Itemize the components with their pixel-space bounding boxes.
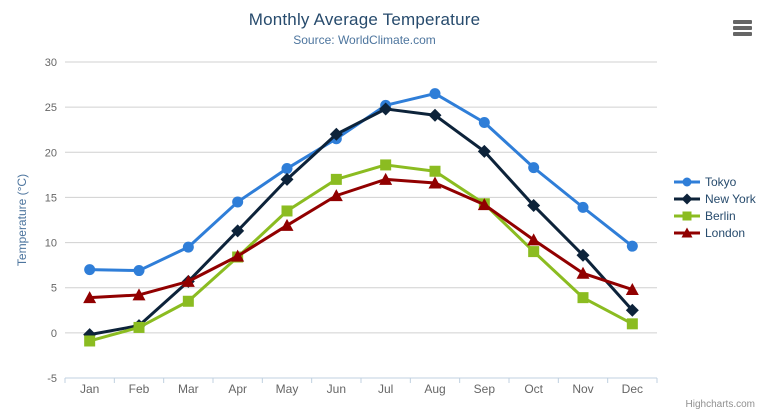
marker-london-may[interactable] (280, 218, 294, 231)
x-axis-label-jun: Jun (327, 382, 346, 396)
export-menu-button[interactable] (733, 20, 752, 36)
marker-tokyo-sep[interactable] (478, 116, 490, 128)
x-axis-label-jul: Jul (378, 382, 393, 396)
marker-new-york-jun[interactable] (329, 127, 343, 141)
marker-tokyo-jan[interactable] (84, 264, 96, 276)
y-axis-label-25: 25 (45, 102, 57, 114)
triangle-legend-icon (674, 227, 700, 237)
diamond-icon[interactable] (681, 193, 693, 204)
hamburger-icon (733, 32, 752, 36)
y-axis-label-5: 5 (51, 283, 57, 295)
legend-item-berlin[interactable]: Berlin (674, 208, 756, 223)
marker-berlin-feb[interactable] (133, 321, 145, 333)
circle-icon[interactable] (682, 177, 692, 186)
marker-london-sep[interactable] (477, 198, 491, 211)
y-axis-title: Temperature (°C) (15, 174, 29, 266)
marker-tokyo-oct[interactable] (528, 162, 540, 174)
marker-london-aug[interactable] (428, 176, 442, 189)
x-axis-label-dec: Dec (622, 382, 643, 396)
hamburger-icon (733, 26, 752, 30)
x-axis-label-oct: Oct (524, 382, 543, 396)
marker-london-mar[interactable] (181, 274, 195, 287)
legend-label: Tokyo (705, 174, 737, 189)
square-icon[interactable] (682, 211, 692, 220)
legend-item-tokyo[interactable]: Tokyo (674, 174, 756, 189)
y-axis-label-15: 15 (45, 192, 57, 204)
circle-legend-icon (674, 177, 700, 186)
marker-london-oct[interactable] (527, 233, 541, 246)
square-legend-icon (674, 211, 700, 220)
x-axis-label-mar: Mar (178, 382, 199, 396)
marker-london-dec[interactable] (625, 283, 639, 296)
series-tokyo (84, 88, 638, 277)
x-axis-label-feb: Feb (129, 382, 150, 396)
marker-tokyo-dec[interactable] (626, 240, 638, 252)
marker-tokyo-may[interactable] (281, 163, 293, 175)
series-line-berlin[interactable] (88, 163, 634, 343)
marker-new-york-aug[interactable] (428, 108, 442, 122)
marker-berlin-oct[interactable] (528, 246, 540, 258)
marker-london-jul[interactable] (379, 172, 393, 185)
marker-new-york-nov[interactable] (576, 248, 590, 262)
marker-tokyo-nov[interactable] (577, 201, 589, 213)
marker-tokyo-aug[interactable] (429, 88, 441, 100)
marker-new-york-jul[interactable] (379, 102, 393, 116)
legend-label: Berlin (705, 208, 736, 223)
y-axis-label-0: 0 (51, 328, 57, 340)
marker-berlin-dec[interactable] (626, 318, 638, 330)
chart-title: Monthly Average Temperature (248, 10, 481, 29)
y-axis-label-20: 20 (45, 147, 57, 159)
marker-new-york-sep[interactable] (477, 144, 491, 158)
marker-new-york-oct[interactable] (527, 199, 541, 213)
marker-london-apr[interactable] (231, 249, 245, 262)
marker-london-jan[interactable] (83, 291, 97, 304)
marker-tokyo-mar[interactable] (182, 241, 194, 253)
marker-new-york-dec[interactable] (625, 303, 639, 317)
legend-label: London (705, 225, 746, 240)
legend-item-london[interactable]: London (674, 225, 756, 240)
series-line-new-york[interactable] (88, 107, 634, 337)
legend-label: New York (705, 191, 756, 206)
marker-tokyo-feb[interactable] (133, 265, 145, 277)
marker-berlin-may[interactable] (281, 205, 293, 217)
y-axis-label-10: 10 (45, 238, 57, 250)
x-axis-label-sep: Sep (474, 382, 496, 396)
marker-berlin-jun[interactable] (330, 173, 342, 185)
marker-london-nov[interactable] (576, 266, 590, 279)
marker-london-feb[interactable] (132, 288, 146, 301)
marker-new-york-apr[interactable] (231, 224, 245, 238)
hamburger-icon (733, 20, 752, 24)
marker-berlin-aug[interactable] (429, 165, 441, 177)
x-axis-label-nov: Nov (572, 382, 593, 396)
marker-new-york-may[interactable] (280, 172, 294, 186)
marker-london-jun[interactable] (329, 189, 343, 202)
x-axis-label-jan: Jan (80, 382, 99, 396)
series-new-york (83, 102, 639, 342)
triangle-icon[interactable] (681, 227, 693, 237)
chart-subtitle: Source: WorldClimate.com (293, 33, 436, 47)
y-axis-label-30: 30 (45, 57, 57, 69)
x-axis-label-may: May (276, 382, 299, 396)
series-line-london[interactable] (88, 177, 634, 300)
credits-link[interactable]: Highcharts.com (685, 399, 755, 410)
x-axis-label-aug: Aug (424, 382, 445, 396)
y-axis-label--5: -5 (47, 373, 57, 385)
series-london (83, 172, 639, 304)
legend: Tokyo New York Berlin London (674, 174, 756, 240)
marker-berlin-nov[interactable] (577, 292, 589, 304)
x-axis-label-apr: Apr (228, 382, 247, 396)
legend-item-new-york[interactable]: New York (674, 191, 756, 206)
marker-berlin-jul[interactable] (380, 159, 392, 171)
marker-tokyo-apr[interactable] (232, 196, 244, 208)
marker-berlin-jan[interactable] (84, 335, 96, 347)
diamond-legend-icon (674, 193, 700, 204)
marker-berlin-mar[interactable] (182, 295, 194, 307)
